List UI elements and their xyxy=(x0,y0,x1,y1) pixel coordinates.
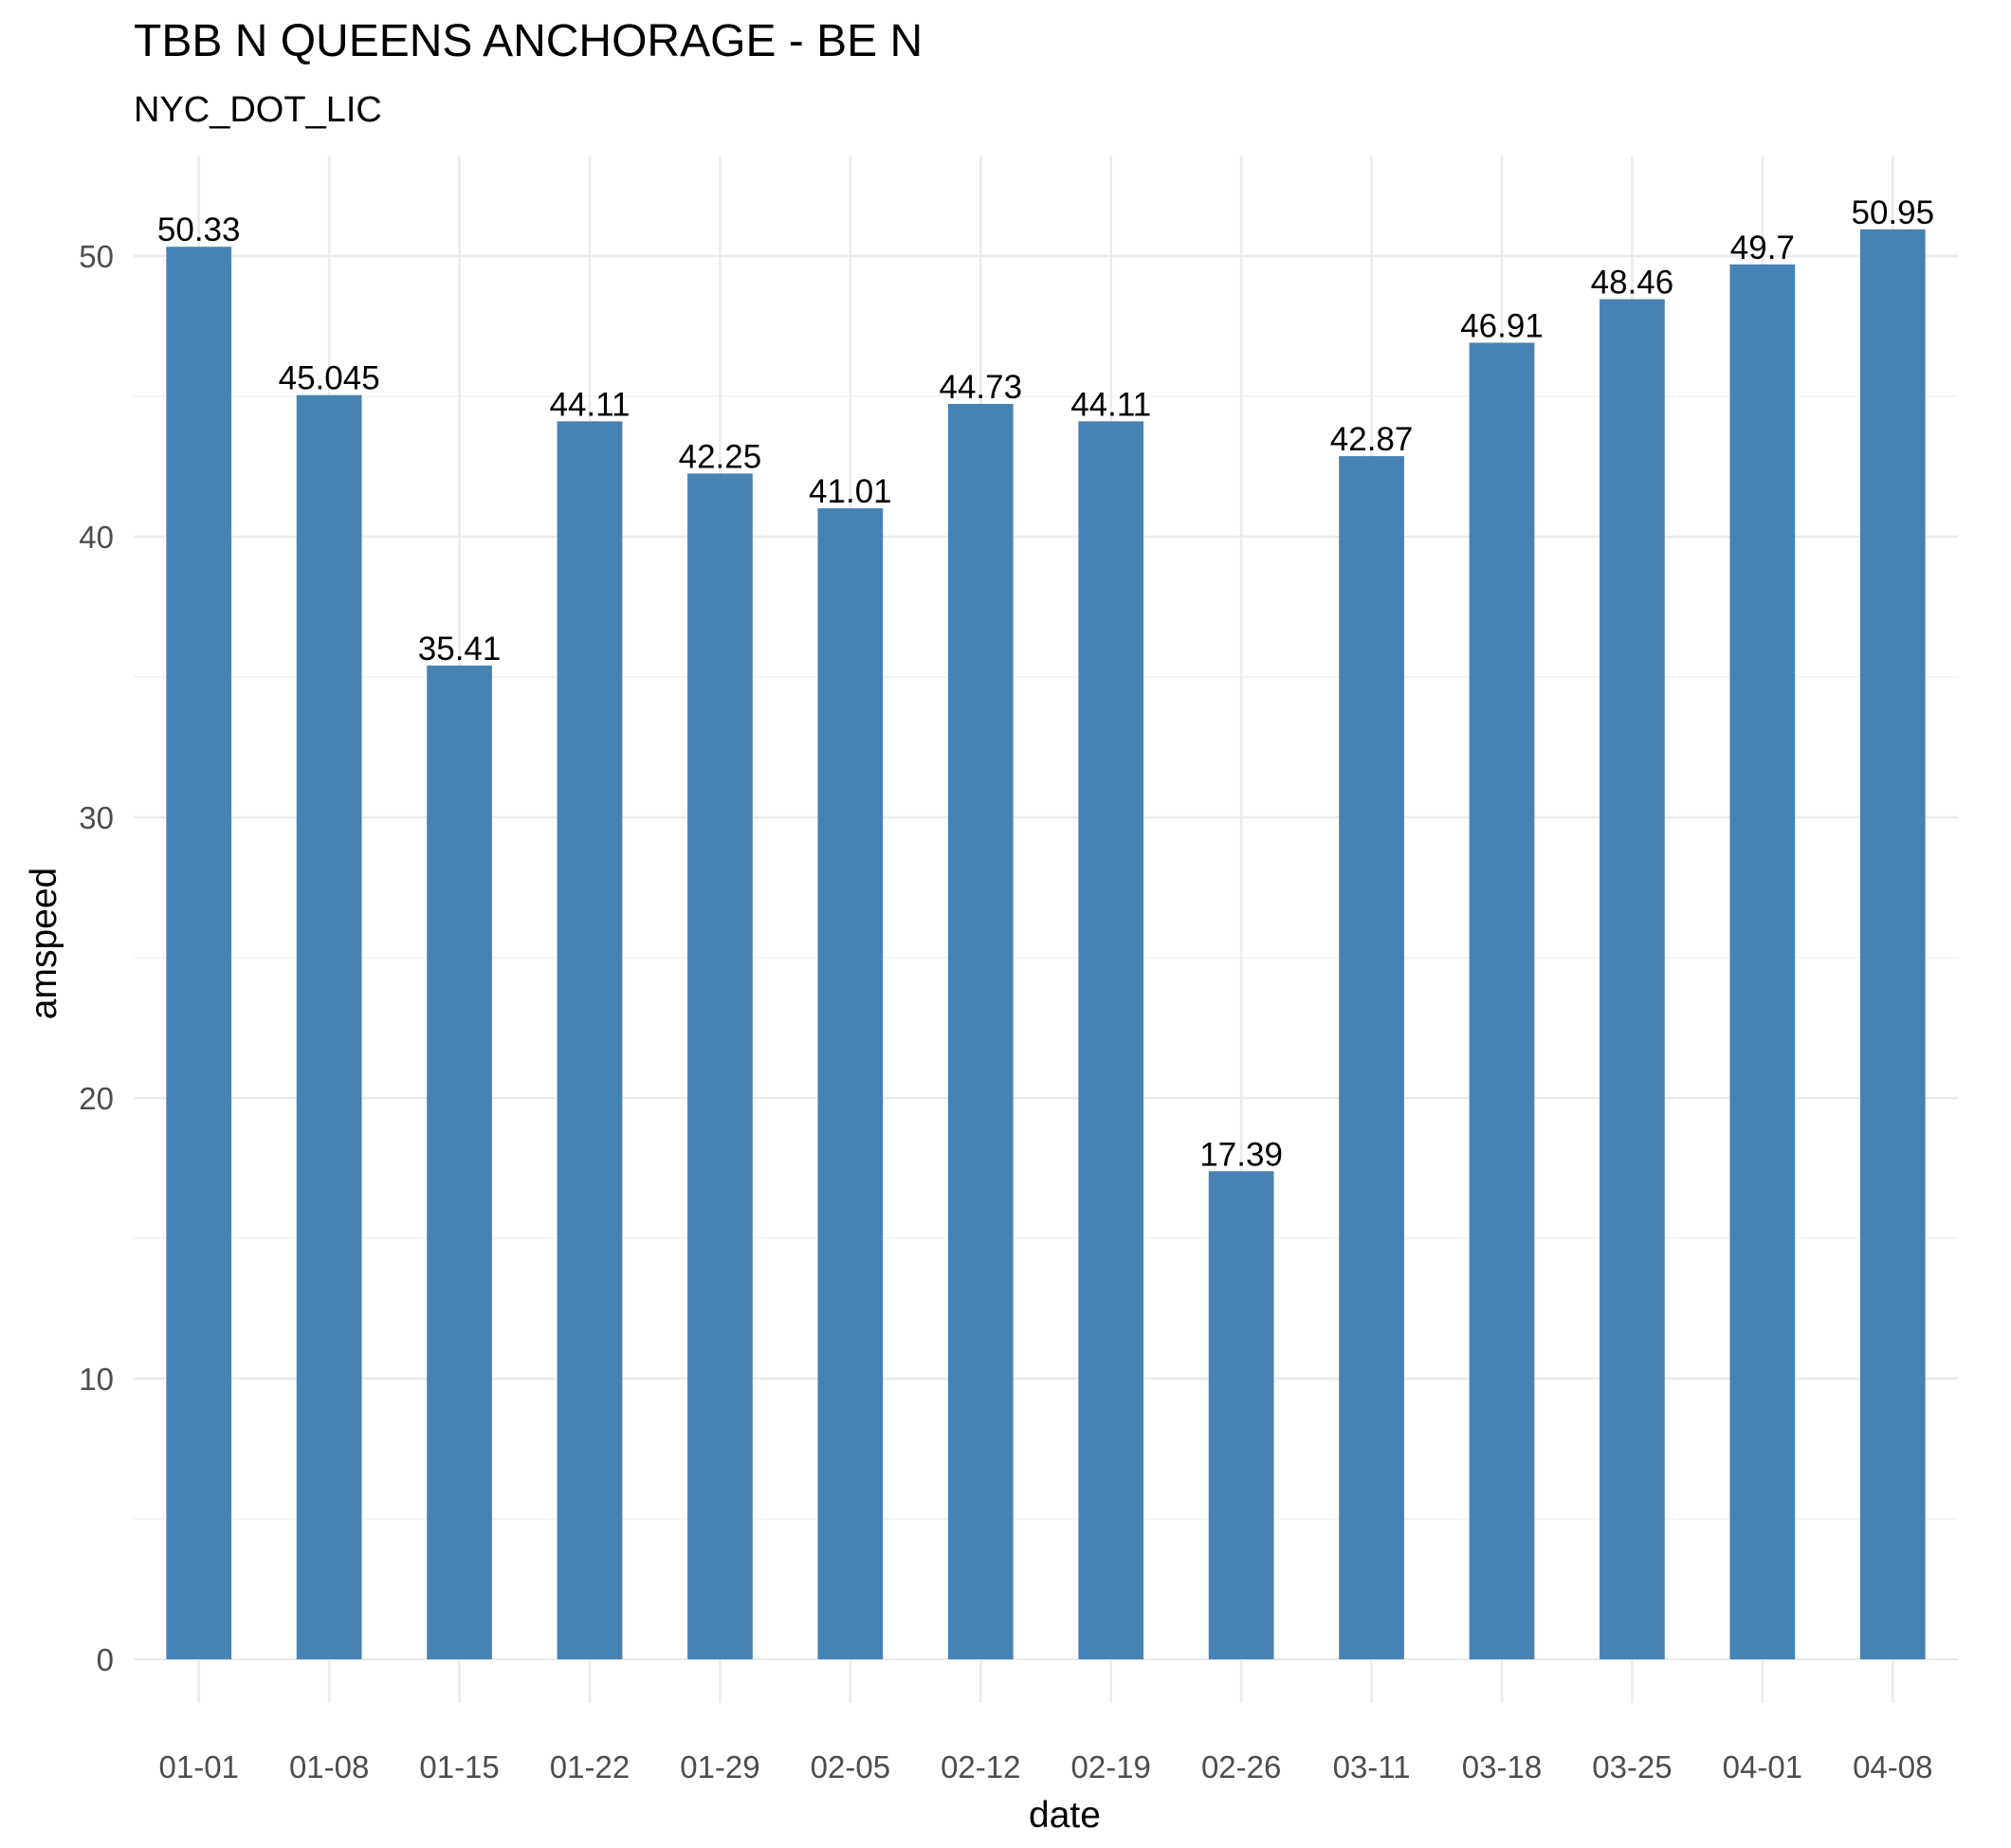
x-tick-label: 04-01 xyxy=(1723,1749,1802,1784)
x-tick-label: 03-25 xyxy=(1592,1749,1672,1784)
x-axis-ticks: 01-01 01-08 01-15 01-22 01-29 02-05 02-12 02-19… xyxy=(159,1749,1933,1784)
data-label: 46.91 xyxy=(1460,307,1544,344)
y-tick-label: 10 xyxy=(79,1362,114,1397)
y-tick-label: 40 xyxy=(79,520,114,555)
bar xyxy=(1600,299,1665,1660)
data-label: 48.46 xyxy=(1591,265,1674,302)
bar xyxy=(947,403,1014,1660)
bar xyxy=(1729,264,1796,1659)
x-tick-label: 02-05 xyxy=(811,1749,890,1784)
bar xyxy=(427,665,492,1659)
y-tick-label: 30 xyxy=(79,800,114,835)
data-label: 35.41 xyxy=(418,631,502,668)
x-tick-label: 02-12 xyxy=(941,1749,1020,1784)
bar xyxy=(687,473,753,1659)
y-axis-title: amspeed xyxy=(24,868,64,1019)
bar xyxy=(166,247,232,1660)
bar xyxy=(557,421,623,1659)
chart-subtitle: NYC_DOT_LIC xyxy=(134,90,382,130)
bar xyxy=(817,508,884,1659)
y-tick-label: 50 xyxy=(79,239,114,274)
data-label: 41.01 xyxy=(809,473,892,510)
x-tick-label: 01-22 xyxy=(550,1749,630,1784)
data-label: 45.045 xyxy=(279,360,380,397)
bar xyxy=(1859,229,1926,1659)
gridlines xyxy=(134,156,1958,1703)
x-tick-label: 03-18 xyxy=(1462,1749,1542,1784)
data-label: 44.11 xyxy=(550,386,631,423)
bar xyxy=(1208,1171,1274,1659)
data-label: 17.39 xyxy=(1199,1136,1283,1173)
x-axis-title: date xyxy=(1029,1795,1101,1836)
x-tick-label: 02-26 xyxy=(1201,1749,1281,1784)
x-tick-label: 02-19 xyxy=(1071,1749,1151,1784)
bar xyxy=(1078,421,1144,1659)
y-tick-label: 0 xyxy=(97,1642,114,1677)
bars xyxy=(166,229,1926,1660)
data-label: 42.87 xyxy=(1330,421,1414,458)
data-label: 50.33 xyxy=(157,211,241,248)
bar xyxy=(1469,342,1535,1659)
x-tick-label: 04-08 xyxy=(1853,1749,1932,1784)
x-tick-label: 01-29 xyxy=(680,1749,759,1784)
bar xyxy=(296,394,362,1660)
data-labels: 50.33 45.045 35.41 44.11 42.25 41.01 44.73 44.1… xyxy=(157,194,1934,1173)
data-label: 42.25 xyxy=(679,438,762,475)
data-label: 49.7 xyxy=(1730,229,1795,266)
x-tick-label: 01-08 xyxy=(289,1749,369,1784)
x-tick-label: 01-01 xyxy=(159,1749,239,1784)
x-tick-label: 01-15 xyxy=(419,1749,499,1784)
y-tick-label: 20 xyxy=(79,1081,114,1116)
y-axis-ticks: 0 10 20 30 40 50 xyxy=(79,239,114,1677)
data-label: 44.73 xyxy=(939,369,1022,406)
bar xyxy=(1339,456,1404,1660)
chart-title: TBB N QUEENS ANCHORAGE - BE N xyxy=(134,16,923,66)
data-label: 44.11 xyxy=(1070,386,1151,423)
data-label: 50.95 xyxy=(1851,194,1934,231)
x-tick-label: 03-11 xyxy=(1333,1749,1411,1784)
